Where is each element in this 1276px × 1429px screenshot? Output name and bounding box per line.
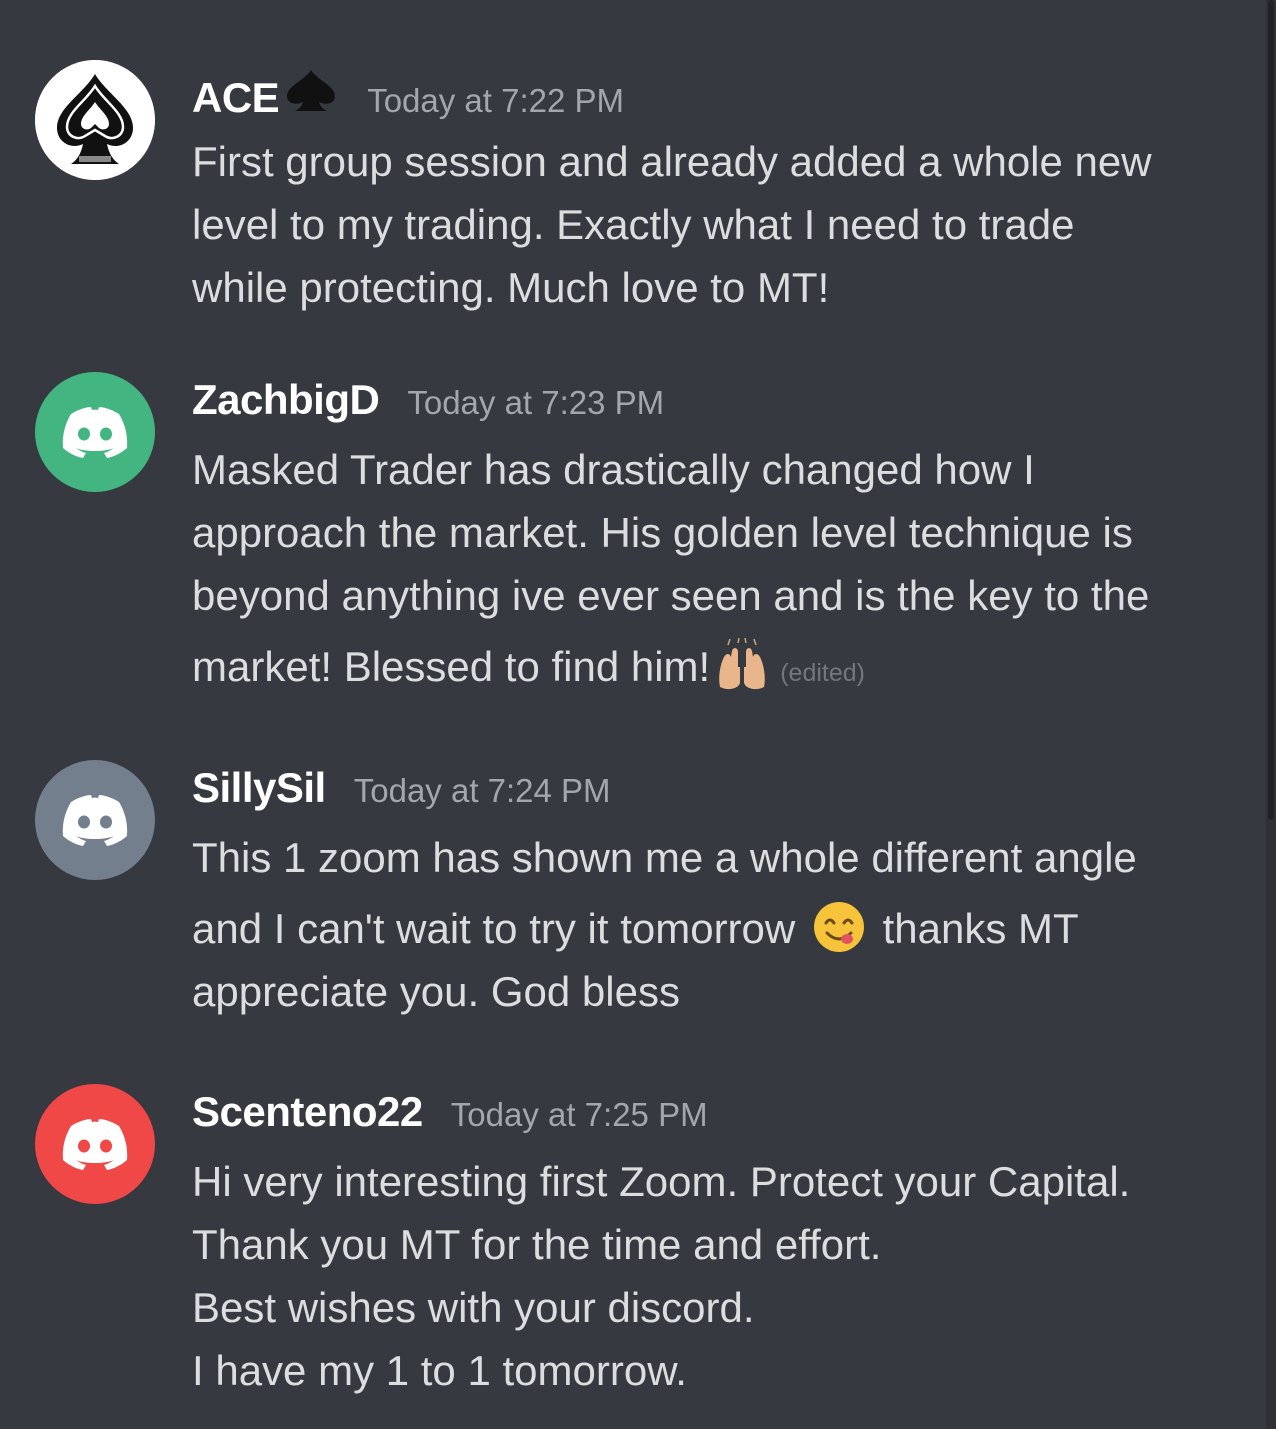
username[interactable]: ZachbigD: [192, 376, 380, 423]
avatar[interactable]: [35, 760, 155, 880]
edited-label: (edited): [780, 659, 865, 687]
scrollbar-thumb[interactable]: [1268, 0, 1274, 820]
message-line: level to my trading. Exactly what I need…: [192, 201, 1075, 248]
username[interactable]: Scenteno22: [192, 1088, 423, 1135]
message-text: thanks MT: [882, 905, 1079, 952]
message-line: Thank you MT for the time and effort.: [192, 1221, 882, 1268]
message-text: and I can't wait to try it tomorrow: [192, 905, 796, 952]
discord-logo-icon: [62, 1119, 128, 1170]
message-line: First group session and already added a …: [192, 138, 1152, 185]
message-line: approach the market. His golden level te…: [192, 509, 1133, 556]
message-content: Masked Trader has drastically changed ho…: [192, 438, 1220, 705]
message-line: I have my 1 to 1 tomorrow.: [192, 1347, 687, 1394]
message-line: while protecting. Much love to MT!: [192, 264, 830, 311]
message-content: Hi very interesting first Zoom. Protect …: [192, 1150, 1220, 1402]
discord-logo-icon: [62, 407, 128, 458]
message-content: This 1 zoom has shown me a whole differe…: [192, 826, 1220, 1023]
message-line: beyond anything ive ever seen and is the…: [192, 572, 1150, 619]
username[interactable]: SillySil: [192, 764, 326, 811]
spade-icon: [287, 70, 336, 111]
timestamp: Today at 7:25 PM: [450, 1096, 708, 1133]
message-content: First group session and already added a …: [192, 130, 1220, 319]
message-line: and I can't wait to try it tomorrow than…: [192, 897, 1220, 960]
ace-of-spades-icon: [35, 60, 155, 180]
message-line: This 1 zoom has shown me a whole differe…: [192, 834, 1137, 881]
avatar[interactable]: [35, 372, 155, 492]
discord-logo-icon: [62, 795, 128, 846]
message-line: Masked Trader has drastically changed ho…: [192, 446, 1035, 493]
message-line: Hi very interesting first Zoom. Protect …: [192, 1158, 1131, 1205]
timestamp: Today at 7:24 PM: [353, 772, 611, 809]
message-line: market! Blessed to find him! (edited): [192, 635, 1220, 705]
message-text: market! Blessed to find him!: [192, 643, 711, 690]
avatar[interactable]: [35, 60, 155, 180]
yum-face-emoji-icon: [813, 902, 864, 952]
timestamp: Today at 7:23 PM: [407, 384, 665, 421]
message-line: Best wishes with your discord.: [192, 1284, 755, 1331]
raising-hands-emoji-icon: [719, 637, 766, 690]
scrollbar[interactable]: [1266, 0, 1276, 1429]
timestamp: Today at 7:22 PM: [367, 82, 625, 119]
username[interactable]: ACE: [192, 74, 280, 121]
message-line: appreciate you. God bless: [192, 968, 680, 1015]
avatar[interactable]: [35, 1084, 155, 1204]
